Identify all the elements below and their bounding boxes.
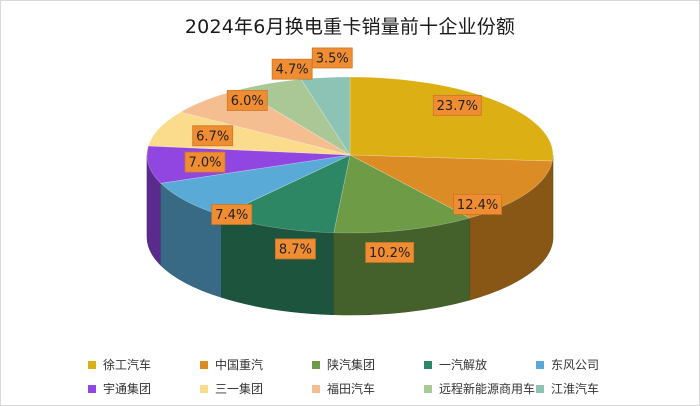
legend-label: 徐工汽车 [103, 358, 152, 372]
data-label-7: 6.7% [192, 125, 234, 147]
legend-label: 东风公司 [551, 358, 600, 372]
data-label-text: 10.2% [369, 246, 410, 261]
legend-item-8: 福田汽车 [312, 380, 424, 397]
data-label-text: 7.4% [215, 208, 248, 223]
legend-swatch [88, 360, 96, 369]
legend-swatch [200, 384, 208, 393]
data-label-text: 12.4% [457, 198, 498, 213]
data-label-box [432, 94, 482, 116]
legend-swatch [88, 384, 96, 393]
data-label-box [271, 58, 313, 80]
legend-swatch [424, 360, 432, 369]
pie-slice-1 [349, 76, 554, 162]
legend-label: 江淮汽车 [551, 382, 600, 396]
legend-swatch [312, 360, 320, 369]
data-label-box [275, 238, 316, 260]
legend-label: 一汽解放 [439, 358, 488, 372]
data-label-text: 3.5% [316, 51, 349, 66]
data-label-text: 8.7% [279, 242, 312, 257]
data-label-2: 12.4% [453, 194, 502, 215]
data-label-text: 6.0% [231, 94, 264, 109]
data-label-9: 4.7% [271, 58, 313, 80]
chart-title: 2024年6月换电重卡销量前十企业份额 [184, 16, 516, 38]
data-label-text: 6.7% [196, 129, 229, 144]
legend-item-9: 远程新能源商用车 [424, 380, 536, 397]
pie-slice-3 [333, 154, 471, 234]
legend-swatch [312, 384, 320, 393]
legend-swatch [424, 384, 432, 393]
legend: 徐工汽车 中国重汽 陕汽集团 一汽解放 东风公司宇通集团 三一集团 福田汽车 远程新能源商用车… [88, 356, 648, 397]
legend-label: 宇通集团 [103, 382, 152, 396]
legend-item-10: 江淮汽车 [536, 380, 648, 397]
data-label-text: 4.7% [276, 63, 309, 78]
legend-label: 三一集团 [215, 382, 264, 396]
legend-item-5: 东风公司 [536, 356, 648, 373]
data-label-8: 6.0% [226, 90, 268, 111]
legend-swatch [200, 360, 208, 369]
data-label-text: 23.7% [437, 99, 478, 114]
data-label-10: 3.5% [311, 47, 353, 69]
data-label-box [192, 125, 234, 147]
legend-swatch [536, 360, 544, 369]
data-label-box [226, 90, 268, 111]
legend-label: 中国重汽 [215, 358, 264, 372]
data-label-box [184, 151, 226, 173]
legend-item-6: 宇通集团 [88, 380, 200, 397]
data-label-box [211, 204, 253, 225]
data-label-box [311, 47, 353, 69]
legend-item-3: 陕汽集团 [312, 356, 424, 373]
legend-label: 福田汽车 [327, 382, 376, 396]
legend-label: 陕汽集团 [327, 358, 376, 372]
data-label-box [453, 194, 502, 215]
data-label-5: 7.4% [211, 204, 253, 225]
legend-item-4: 一汽解放 [424, 356, 536, 373]
legend-item-2: 中国重汽 [200, 356, 312, 373]
legend-item-7: 三一集团 [200, 380, 312, 397]
data-label-text: 7.0% [189, 156, 222, 171]
legend-swatch [536, 384, 544, 393]
data-label-1: 23.7% [432, 94, 482, 116]
legend-label: 远程新能源商用车 [439, 382, 536, 396]
pie-chart: 23.7% 12.4% 10.2% 8.7% 7.4% 7.0% 6.7% 6.0% 4.7% 3… [146, 47, 554, 316]
data-label-6: 7.0% [184, 151, 226, 173]
data-label-4: 8.7% [275, 238, 316, 260]
legend-item-1: 徐工汽车 [88, 356, 200, 373]
pie-slice-8 [179, 89, 351, 156]
data-label-box [365, 242, 415, 263]
data-label-3: 10.2% [365, 242, 415, 263]
